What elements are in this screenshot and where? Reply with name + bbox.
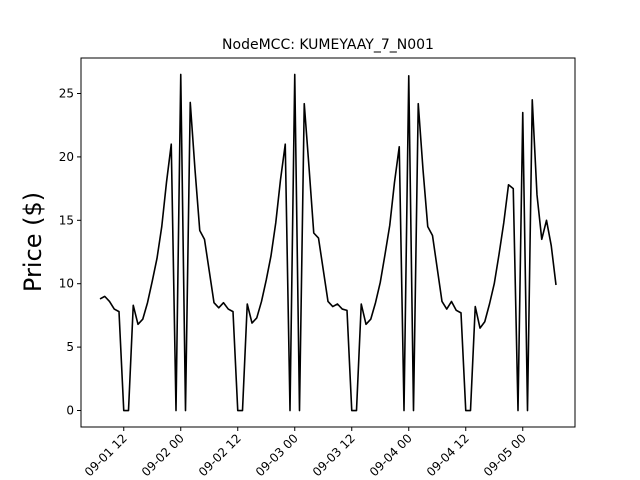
x-tick-label: 09-03 00 [253,431,301,479]
plot-frame [80,57,576,428]
chart-title: NodeMCC: KUMEYAAY_7_N001 [222,37,434,53]
y-tick-label: 20 [59,150,74,164]
y-tick-label: 10 [59,277,74,291]
y-tick-label: 25 [59,87,74,101]
x-tick-label: 09-02 00 [139,431,187,479]
x-tick-label: 09-04 00 [367,431,415,479]
line [99,73,557,412]
x-tick-label: 09-01 12 [82,431,130,479]
y-tick-label: 15 [59,213,74,227]
y-tick-label: 0 [66,404,74,418]
x-tick-label: 09-05 00 [481,431,529,479]
x-tick-label: 09-02 12 [196,431,244,479]
x-tick-label: 09-04 12 [424,431,472,479]
x-tick-label: 09-03 12 [310,431,358,479]
y-axis-label: Price ($) [19,192,47,292]
y-tick-label: 5 [66,340,74,354]
